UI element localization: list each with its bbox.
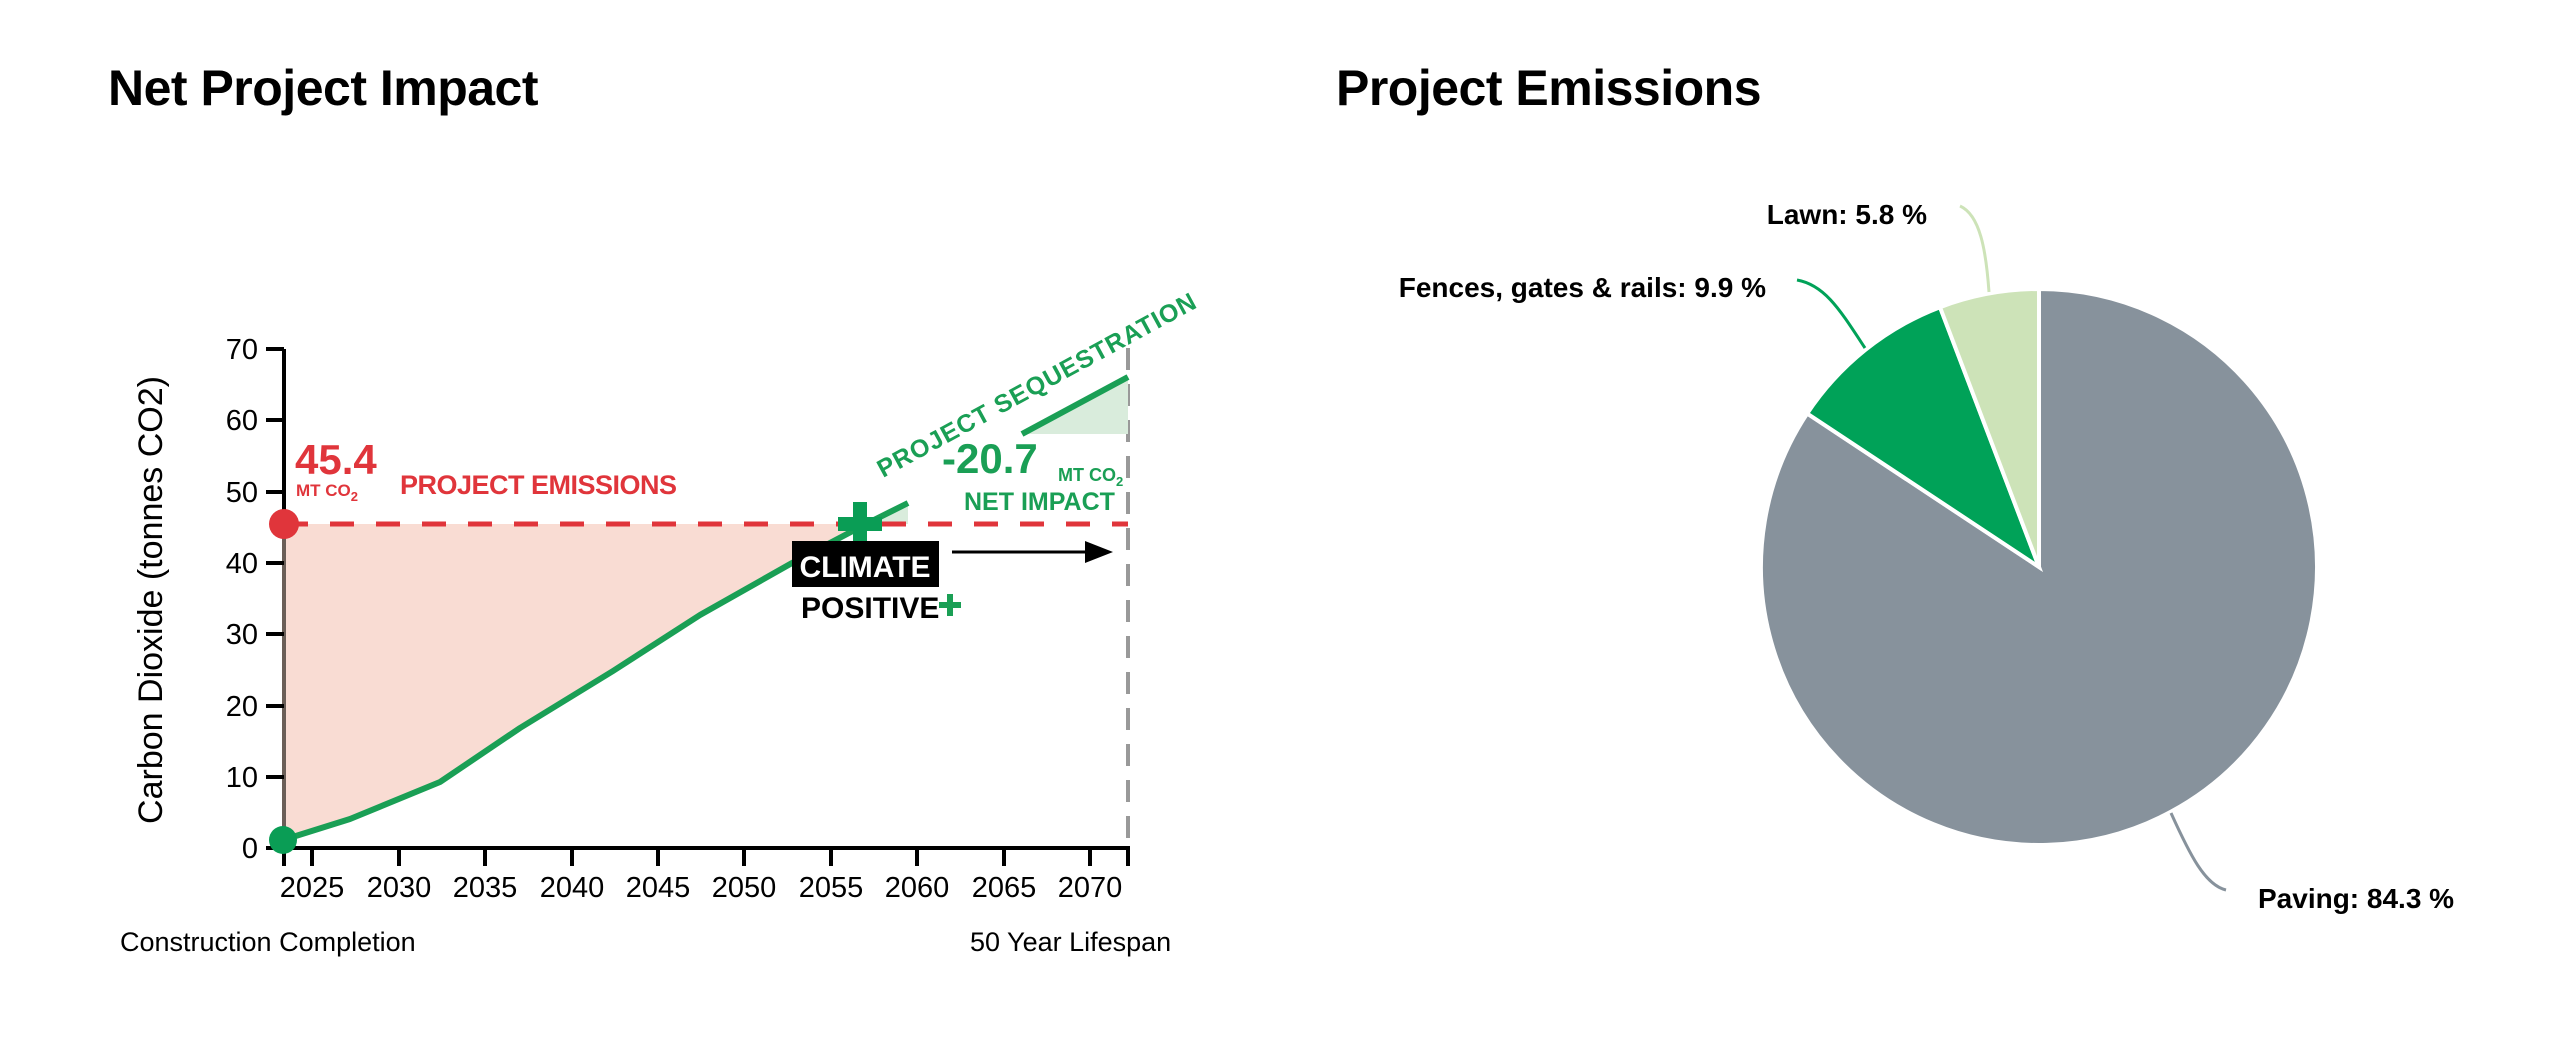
svg-text:2070: 2070 <box>1058 872 1123 904</box>
positive-plus-icon <box>939 594 961 616</box>
emissions-unit: MT CO2 <box>296 481 358 504</box>
svg-text:2065: 2065 <box>972 872 1037 904</box>
x-axis-tick-labels: 2025 2030 2035 2040 2045 2050 2055 2060 … <box>280 872 1123 904</box>
lifespan-label: 50 Year Lifespan <box>970 927 1171 957</box>
project-emissions-label: PROJECT EMISSIONS <box>400 470 677 500</box>
crossover-plus-icon <box>838 502 882 546</box>
svg-text:2030: 2030 <box>367 872 432 904</box>
arrow-right-icon <box>952 541 1113 563</box>
positive-text: POSITIVE <box>801 592 939 625</box>
climate-badge-text: CLIMATE <box>799 551 930 584</box>
pie-slice-fences <box>1804 304 2044 573</box>
project-emissions-title: Project Emissions <box>1336 60 1762 116</box>
construction-completion-label: Construction Completion <box>120 927 416 957</box>
net-impact-unit: MT CO2 <box>1058 465 1123 489</box>
fences-leader-line <box>1796 278 1867 349</box>
svg-text:50: 50 <box>226 477 258 509</box>
svg-text:40: 40 <box>226 548 258 580</box>
y-axis-label: Carbon Dioxide (tonnes CO2) <box>132 376 170 824</box>
svg-text:20: 20 <box>226 691 258 723</box>
emissions-value: 45.4 <box>295 436 377 483</box>
line-chart: 70 60 50 40 30 20 10 0 2025 203 <box>120 287 1202 957</box>
svg-text:30: 30 <box>226 619 258 651</box>
pie-chart: Lawn: 5.8 % Fences, gates & rails: 9.9 %… <box>1399 199 2454 914</box>
emissions-start-dot <box>269 509 299 539</box>
paving-label: Paving: 84.3 % <box>2258 883 2454 914</box>
y-axis-ticks <box>266 347 284 850</box>
pie-slice-lawn <box>1937 286 2041 568</box>
svg-text:2040: 2040 <box>540 872 605 904</box>
lawn-label: Lawn: 5.8 % <box>1767 199 1927 230</box>
climate-badge-box <box>792 541 939 587</box>
svg-text:2045: 2045 <box>626 872 691 904</box>
net-impact-label: NET IMPACT <box>964 488 1115 516</box>
svg-text:2025: 2025 <box>280 872 345 904</box>
svg-text:2035: 2035 <box>453 872 518 904</box>
net-impact-value: -20.7 <box>942 435 1038 482</box>
paving-leader-line <box>2169 812 2227 892</box>
svg-text:60: 60 <box>226 405 258 437</box>
lawn-leader-line <box>1959 204 1991 293</box>
svg-text:10: 10 <box>226 762 258 794</box>
sequestration-start-dot <box>269 826 297 854</box>
fences-label: Fences, gates & rails: 9.9 % <box>1399 272 1766 303</box>
svg-text:2055: 2055 <box>799 872 864 904</box>
svg-text:0: 0 <box>242 833 258 865</box>
svg-text:70: 70 <box>226 334 258 366</box>
sequestration-upper-segment <box>1020 374 1130 437</box>
sequestration-line <box>282 500 910 843</box>
x-axis-ticks <box>282 848 1130 866</box>
svg-text:2050: 2050 <box>712 872 777 904</box>
y-axis-tick-labels: 70 60 50 40 30 20 10 0 <box>226 334 258 865</box>
net-impact-title: Net Project Impact <box>108 60 539 116</box>
svg-text:2060: 2060 <box>885 872 950 904</box>
